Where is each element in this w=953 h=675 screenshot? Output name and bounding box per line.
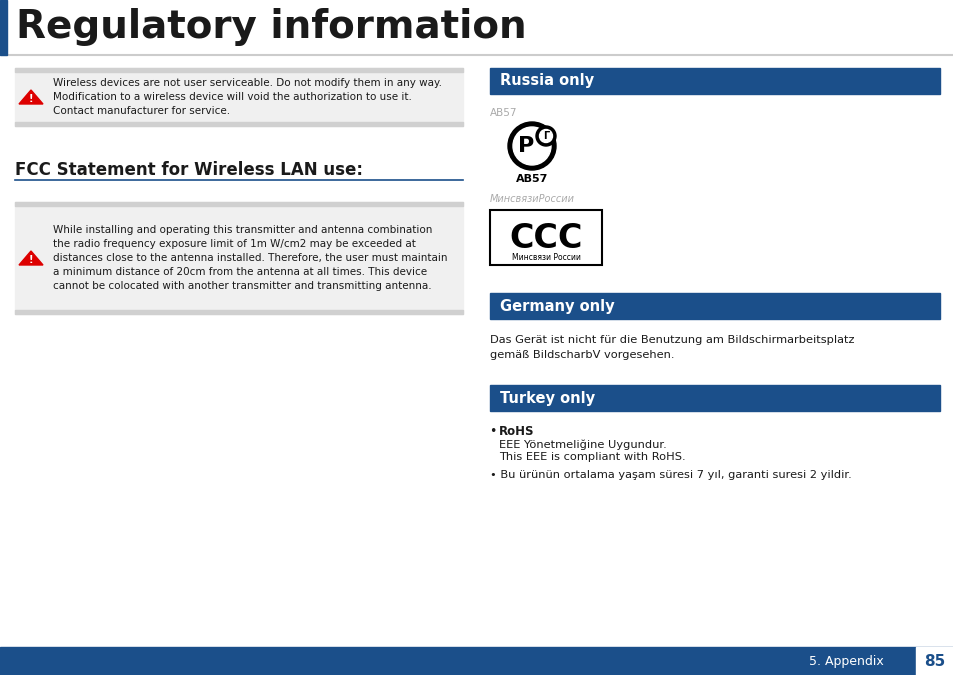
Text: !: ! <box>29 94 33 104</box>
Text: МинсвязиРоссии: МинсвязиРоссии <box>490 194 575 204</box>
Text: While installing and operating this transmitter and antenna combination
the radi: While installing and operating this tran… <box>53 225 447 291</box>
Text: gemäß BildscharbV vorgesehen.: gemäß BildscharbV vorgesehen. <box>490 350 674 360</box>
Circle shape <box>513 127 551 165</box>
Text: 85: 85 <box>923 653 944 668</box>
Text: Г: Г <box>542 131 549 141</box>
Bar <box>490 210 601 265</box>
Bar <box>915 647 953 675</box>
Text: Минсвязи России: Минсвязи России <box>511 252 579 261</box>
Polygon shape <box>19 251 43 265</box>
Bar <box>15 202 462 314</box>
Bar <box>0 647 953 675</box>
Text: Regulatory information: Regulatory information <box>16 9 526 47</box>
Polygon shape <box>19 90 43 104</box>
Bar <box>490 68 939 94</box>
Bar <box>490 385 939 411</box>
Text: CCC: CCC <box>509 221 582 254</box>
Circle shape <box>539 130 552 142</box>
Text: !: ! <box>29 255 33 265</box>
Text: Turkey only: Turkey only <box>499 391 595 406</box>
Text: This EEE is compliant with RoHS.: This EEE is compliant with RoHS. <box>498 452 685 462</box>
Text: Germany only: Germany only <box>499 298 614 313</box>
Bar <box>15 68 462 126</box>
Text: Das Gerät ist nicht für die Benutzung am Bildschirmarbeitsplatz: Das Gerät ist nicht für die Benutzung am… <box>490 335 854 345</box>
Text: •: • <box>490 425 501 438</box>
Text: AB57: AB57 <box>490 108 517 118</box>
Text: RoHS: RoHS <box>498 425 534 438</box>
Text: Wireless devices are not user serviceable. Do not modify them in any way.
Modifi: Wireless devices are not user serviceabl… <box>53 78 441 116</box>
Text: • Bu ürünün ortalama yaşam süresi 7 yıl, garanti suresi 2 yildir.: • Bu ürünün ortalama yaşam süresi 7 yıl,… <box>490 470 851 480</box>
Text: AB57: AB57 <box>516 174 548 184</box>
Bar <box>15 68 462 72</box>
Text: Russia only: Russia only <box>499 74 594 88</box>
Bar <box>0 0 7 55</box>
Text: EEE Yönetmeliğine Uygundur.: EEE Yönetmeliğine Uygundur. <box>498 439 666 450</box>
Circle shape <box>536 126 556 146</box>
Circle shape <box>507 122 556 170</box>
Text: FCC Statement for Wireless LAN use:: FCC Statement for Wireless LAN use: <box>15 161 363 179</box>
Bar <box>15 202 462 206</box>
Text: 5. Appendix: 5. Appendix <box>808 655 883 668</box>
Bar <box>15 310 462 314</box>
Text: P: P <box>517 136 534 156</box>
Bar <box>490 293 939 319</box>
Bar <box>15 122 462 126</box>
